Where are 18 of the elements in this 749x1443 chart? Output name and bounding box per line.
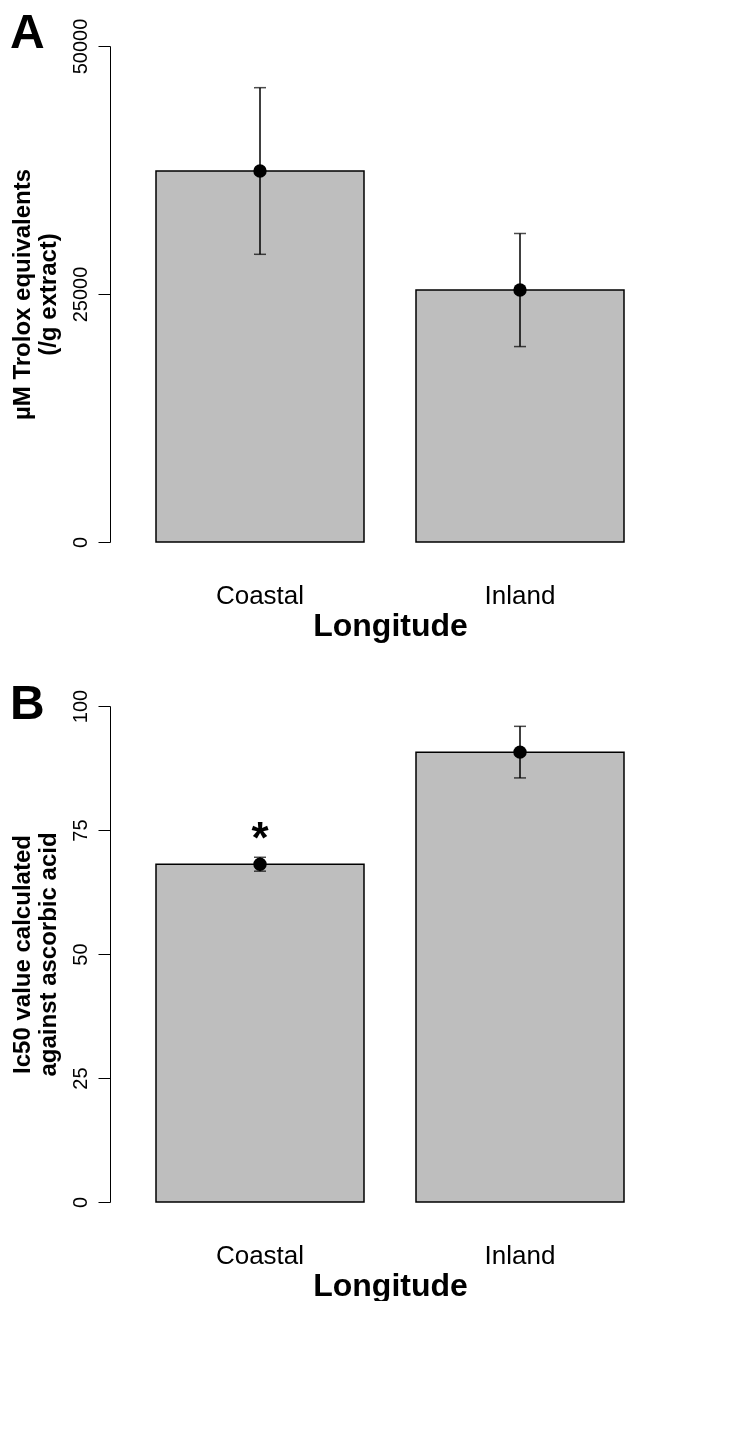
y-tick-label: 50 (68, 943, 91, 966)
chart-title: A (10, 5, 45, 59)
x-tick-label: Coastal (215, 1239, 305, 1270)
y-tick-label: 0 (68, 1196, 91, 1209)
x-tick-label: Inland (484, 579, 556, 610)
annotation: * (251, 812, 270, 862)
y-axis-title: µM Trolox equivalents (/g extract) (7, 168, 61, 421)
y-axis-title: Ic50 value calculated against ascorbic acid (7, 832, 61, 1077)
x-axis-title: Longitude (313, 606, 468, 643)
y-tick-label: 25 (68, 1067, 91, 1090)
y-tick-label: 25000 (68, 266, 91, 323)
y-tick-label: 0 (68, 536, 91, 549)
y-tick-label: 75 (68, 819, 91, 842)
x-tick-label: Coastal (215, 579, 305, 610)
y-tick-label: 100 (68, 689, 91, 724)
chart-title: B (10, 676, 45, 730)
y-tick-label: 50000 (68, 18, 91, 75)
x-tick-label: Inland (484, 1239, 556, 1270)
